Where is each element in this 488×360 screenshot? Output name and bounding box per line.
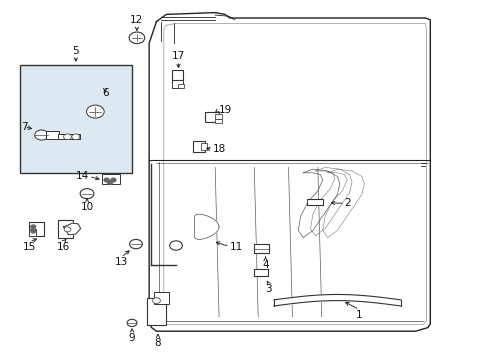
Polygon shape — [63, 223, 81, 235]
Text: 10: 10 — [81, 202, 93, 212]
Text: 11: 11 — [229, 242, 243, 252]
Bar — [46, 131, 59, 139]
Text: 3: 3 — [265, 284, 272, 294]
Text: 15: 15 — [22, 242, 36, 252]
Bar — [29, 222, 44, 236]
Bar — [254, 269, 267, 276]
Polygon shape — [300, 201, 306, 203]
Bar — [20, 65, 132, 173]
Bar — [215, 114, 222, 119]
Circle shape — [129, 32, 144, 44]
Text: 16: 16 — [57, 242, 70, 252]
Text: 13: 13 — [114, 257, 128, 267]
Bar — [172, 80, 183, 88]
Text: 12: 12 — [130, 15, 143, 25]
Bar — [306, 199, 322, 205]
Circle shape — [64, 227, 71, 232]
Bar — [215, 119, 222, 123]
Bar — [29, 229, 36, 236]
Bar — [172, 70, 183, 80]
Circle shape — [107, 181, 112, 184]
Text: 7: 7 — [21, 122, 28, 132]
Text: 18: 18 — [212, 144, 225, 154]
Text: 19: 19 — [218, 105, 231, 115]
Polygon shape — [194, 214, 219, 239]
Polygon shape — [149, 13, 429, 331]
Bar — [58, 220, 73, 238]
Text: 2: 2 — [344, 198, 351, 208]
Circle shape — [72, 134, 80, 140]
Bar — [154, 292, 168, 304]
Text: 9: 9 — [128, 333, 135, 343]
Bar — [178, 84, 184, 88]
Bar — [201, 143, 207, 150]
Text: 8: 8 — [154, 338, 161, 348]
Circle shape — [169, 241, 182, 250]
Bar — [254, 244, 268, 253]
Circle shape — [31, 225, 36, 229]
Bar — [193, 141, 205, 152]
Text: 17: 17 — [171, 51, 185, 61]
Bar — [102, 174, 120, 184]
Circle shape — [104, 178, 109, 182]
Text: 4: 4 — [262, 260, 268, 270]
Text: 6: 6 — [102, 88, 108, 98]
Circle shape — [80, 189, 94, 199]
Circle shape — [86, 105, 104, 118]
Text: 1: 1 — [355, 310, 362, 320]
Bar — [146, 298, 166, 325]
Circle shape — [63, 134, 71, 140]
Bar — [58, 134, 80, 139]
Circle shape — [35, 130, 48, 140]
Text: 5: 5 — [72, 46, 79, 56]
Circle shape — [127, 319, 137, 327]
Circle shape — [111, 178, 116, 182]
Circle shape — [129, 239, 142, 249]
Bar — [205, 112, 219, 122]
Circle shape — [31, 229, 36, 233]
Circle shape — [152, 298, 160, 303]
Text: 14: 14 — [76, 171, 89, 181]
